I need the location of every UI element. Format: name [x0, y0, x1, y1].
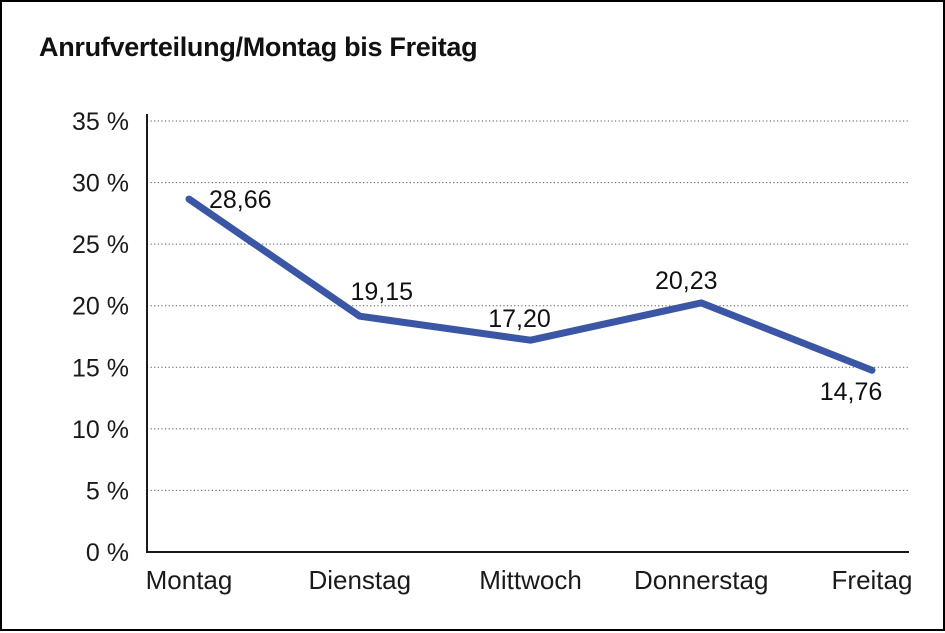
- y-tick-label: 20 %: [72, 293, 129, 321]
- data-point-label: 20,23: [655, 267, 718, 295]
- data-point-label: 14,76: [820, 378, 883, 406]
- y-tick-label: 10 %: [72, 416, 129, 444]
- data-series-line: [185, 195, 876, 374]
- chart-title: Anrufverteilung/Montag bis Freitag: [39, 32, 478, 62]
- y-tick-label: 15 %: [72, 354, 129, 382]
- data-point-label: 17,20: [488, 305, 551, 333]
- y-tick-label: 5 %: [86, 477, 129, 505]
- y-tick-label: 35 %: [72, 108, 129, 136]
- x-axis-label: Freitag: [832, 565, 913, 595]
- data-point-label: 28,66: [209, 186, 272, 214]
- y-tick-label: 25 %: [72, 231, 129, 259]
- x-axis-label: Donnerstag: [634, 565, 768, 595]
- x-axis-label: Dienstag: [308, 565, 411, 595]
- x-axis-label: Montag: [146, 565, 233, 595]
- y-tick-label: 0 %: [86, 539, 129, 567]
- y-tick-label: 30 %: [72, 170, 129, 198]
- data-point-label: 19,15: [350, 278, 413, 306]
- x-axis-label: Mittwoch: [479, 565, 582, 595]
